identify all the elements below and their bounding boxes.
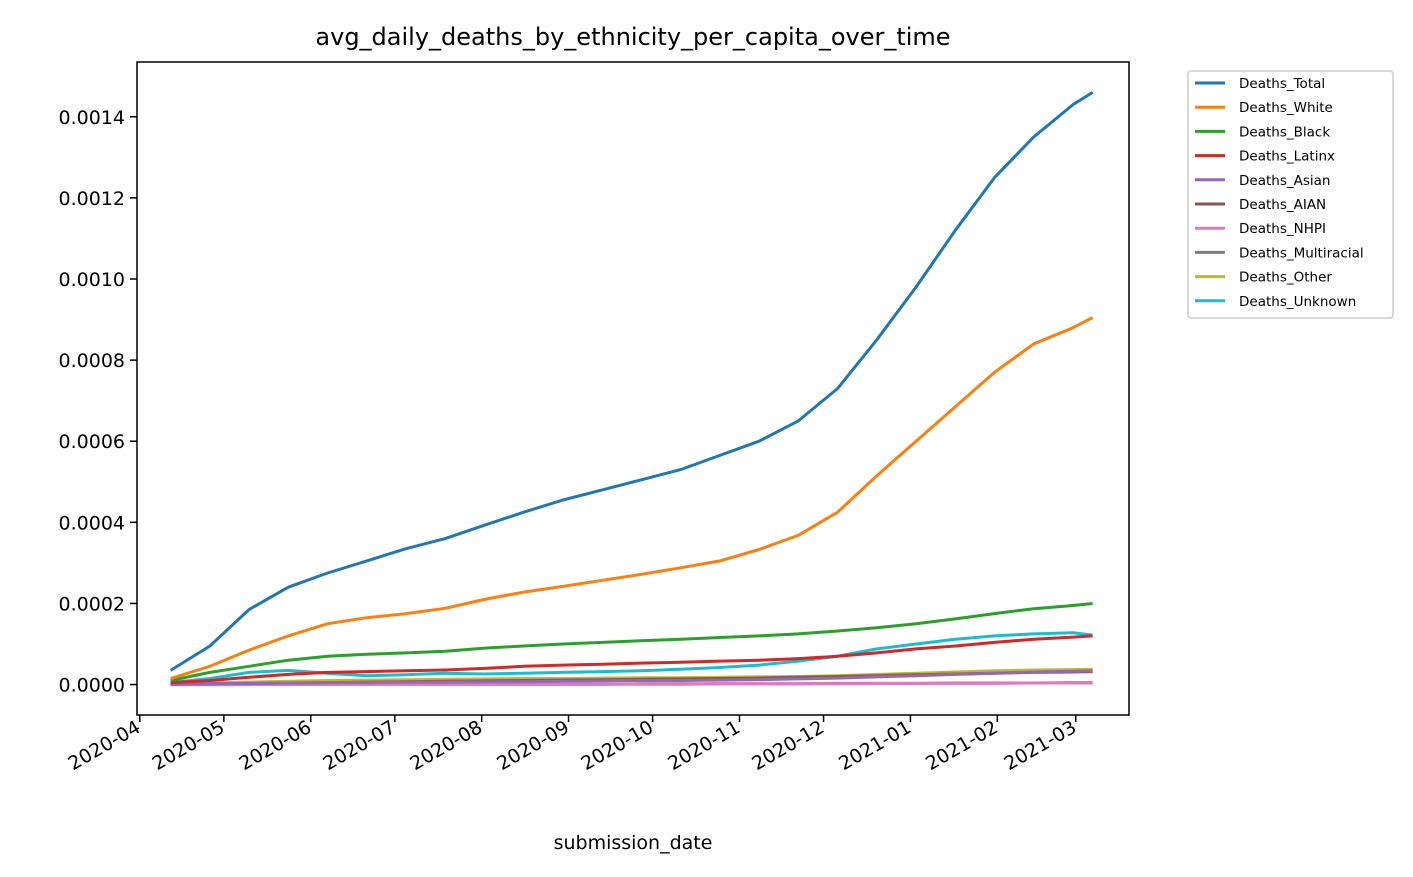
legend-label: Deaths_AIAN <box>1239 197 1326 213</box>
legend: Deaths_Total Deaths_White Deaths_Black Deat… <box>1187 70 1394 319</box>
series-line-deaths-white <box>170 316 1094 680</box>
x-tick-label: 2020-09 <box>493 716 573 775</box>
y-tick-label: 0.0002 <box>59 593 125 615</box>
x-tick-label: 2020-12 <box>748 716 828 775</box>
legend-item: Deaths_Total <box>1195 76 1325 92</box>
series-line-deaths-nhpi <box>170 681 1093 687</box>
legend-label: Deaths_Other <box>1239 270 1332 286</box>
plot-lines <box>169 91 1094 687</box>
series-line-deaths-black <box>170 602 1093 682</box>
chart-title: avg_daily_deaths_by_ethnicity_per_capita… <box>315 23 950 51</box>
legend-item: Deaths_NHPI <box>1195 221 1326 237</box>
legend-label: Deaths_White <box>1239 100 1333 116</box>
legend-label: Deaths_NHPI <box>1239 221 1326 237</box>
series-line-deaths-latinx <box>170 634 1093 685</box>
legend-box <box>1187 70 1394 319</box>
legend-item: Deaths_Multiracial <box>1195 245 1364 261</box>
series-line-deaths-other <box>170 667 1093 686</box>
x-tick-label: 2020-10 <box>577 716 657 775</box>
legend-item: Deaths_Asian <box>1195 173 1330 189</box>
x-tick-label: 2020-07 <box>320 716 400 775</box>
x-axis-label: submission_date <box>554 832 713 854</box>
legend-label: Deaths_Total <box>1239 76 1325 92</box>
x-tick-label: 2021-01 <box>835 716 915 775</box>
legend-label: Deaths_Asian <box>1239 173 1330 189</box>
legend-item: Deaths_Unknown <box>1195 294 1356 310</box>
y-tick-label: 0.0006 <box>59 431 125 453</box>
series-line-deaths-total <box>169 91 1094 672</box>
y-tick-label: 0.0008 <box>59 350 125 372</box>
x-tick-label: 2020-05 <box>149 716 229 775</box>
legend-label: Deaths_Unknown <box>1239 294 1356 310</box>
y-tick-label: 0.0004 <box>59 512 125 534</box>
x-tick-label: 2020-08 <box>406 716 486 775</box>
x-tick-label: 2020-04 <box>65 716 145 775</box>
x-tick-label: 2021-02 <box>922 716 1002 775</box>
y-tick-label: 0.0000 <box>59 675 125 697</box>
x-tick-label: 2021-03 <box>1001 716 1081 775</box>
legend-item: Deaths_AIAN <box>1195 197 1326 213</box>
legend-item: Deaths_Other <box>1195 270 1332 286</box>
x-axis: 2020-04 2020-05 2020-06 2020-07 2020-08 2020-… <box>65 715 1081 775</box>
series-line-deaths-asian <box>170 669 1093 686</box>
y-tick-label: 0.0012 <box>59 188 125 210</box>
legend-item: Deaths_White <box>1195 100 1333 116</box>
y-axis: 0.0000 0.0002 0.0004 0.0006 0.0008 0.0010 0.00… <box>59 107 137 697</box>
x-tick-label: 2020-11 <box>664 716 744 775</box>
legend-label: Deaths_Latinx <box>1239 149 1335 165</box>
plot-frame <box>136 61 1130 716</box>
legend-label: Deaths_Multiracial <box>1239 245 1364 261</box>
x-tick-label: 2020-06 <box>235 716 315 775</box>
legend-item: Deaths_Black <box>1195 124 1330 140</box>
legend-label: Deaths_Black <box>1239 124 1330 140</box>
legend-item: Deaths_Latinx <box>1195 149 1335 165</box>
y-tick-label: 0.0010 <box>59 269 125 291</box>
y-tick-label: 0.0014 <box>59 107 125 129</box>
